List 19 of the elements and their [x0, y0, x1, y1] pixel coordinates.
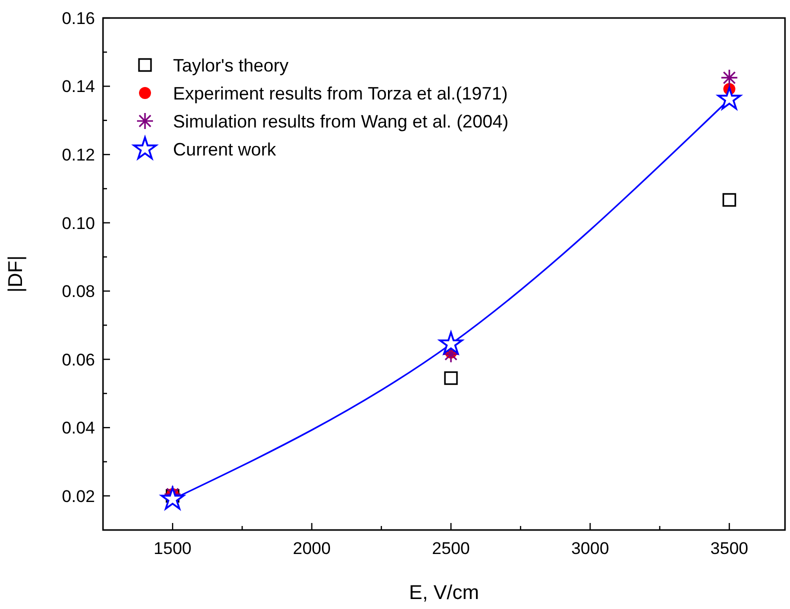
- y-tick-label: 0.14: [62, 77, 95, 96]
- x-axis-title: E, V/cm: [408, 582, 480, 604]
- y-tick-label: 0.04: [62, 418, 95, 438]
- y-tick-label: 0.02: [62, 486, 95, 506]
- x-tick-label: 2000: [292, 539, 331, 558]
- legend-label: Simulation results from Wang et al. (2004): [173, 111, 508, 132]
- x-tick-label: 3000: [571, 539, 610, 558]
- y-tick-label: 0.16: [62, 8, 95, 28]
- y-axis-title: |DF|: [5, 255, 27, 293]
- legend-label: Experiment results from Torza et al.(1971): [173, 83, 508, 104]
- x-tick-label: 3500: [710, 539, 748, 558]
- x-tick-label: 2500: [432, 539, 470, 558]
- y-tick-label: 0.08: [62, 282, 95, 302]
- y-tick-label: 0.12: [62, 145, 95, 164]
- x-tick-label: 1500: [154, 539, 192, 558]
- y-tick-label: 0.06: [62, 350, 95, 370]
- legend-label: Taylor's theory: [173, 55, 288, 76]
- text: 0.10: [62, 214, 95, 233]
- legend-label: Current work: [173, 139, 278, 160]
